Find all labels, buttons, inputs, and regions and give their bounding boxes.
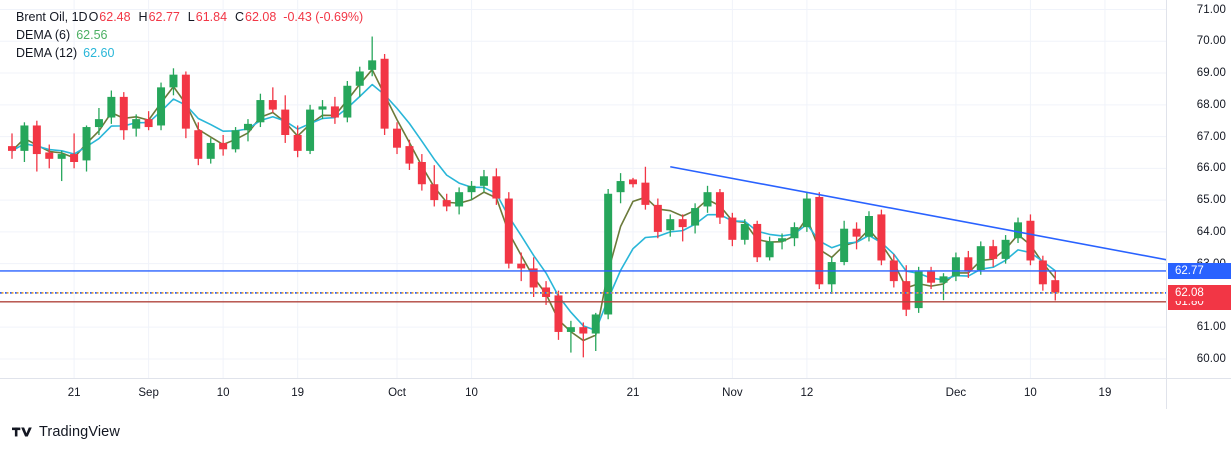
- time-tick: Dec: [945, 387, 967, 399]
- tradingview-branding[interactable]: TradingView: [12, 424, 120, 440]
- price-tick: 68.00: [1196, 98, 1226, 111]
- time-tick: 19: [291, 387, 305, 399]
- price-axis[interactable]: 71.00 70.00 69.00 68.00 67.00 66.00 65.00 64.00…: [1166, 0, 1231, 378]
- time-axis[interactable]: 21 Sep 10 19 Oct 10 21 Nov 12 Dec 10 19: [0, 378, 1166, 409]
- candlestick-canvas: [0, 0, 1166, 378]
- time-tick: 10: [1024, 387, 1037, 399]
- price-tick: 71.00: [1196, 3, 1226, 16]
- price-tick: 60.00: [1196, 352, 1226, 365]
- chart-plot-area[interactable]: [0, 0, 1166, 378]
- time-tick: 10: [465, 387, 478, 399]
- price-tick: 65.00: [1196, 194, 1226, 207]
- price-tick: 64.00: [1196, 225, 1226, 238]
- time-tick: 21: [67, 387, 81, 399]
- price-tick: 67.00: [1196, 130, 1226, 143]
- tradingview-wordmark: TradingView: [39, 424, 120, 440]
- time-tick: 21: [626, 387, 640, 399]
- time-tick: 12: [800, 387, 814, 399]
- price-tick: 70.00: [1196, 35, 1226, 48]
- price-tick: 69.00: [1196, 67, 1226, 80]
- time-tick: Sep: [138, 387, 159, 399]
- price-badge[interactable]: 62.08: [1168, 284, 1231, 301]
- price-badge[interactable]: 62.77: [1168, 262, 1231, 279]
- tradingview-logo-icon: [12, 425, 32, 439]
- time-tick: Nov: [722, 387, 743, 399]
- time-tick: 19: [1098, 387, 1112, 399]
- time-tick: 10: [216, 387, 230, 399]
- price-tick: 61.00: [1196, 321, 1226, 334]
- axis-corner: [1166, 378, 1231, 409]
- price-tick: 66.00: [1196, 162, 1226, 175]
- time-tick: Oct: [388, 387, 406, 399]
